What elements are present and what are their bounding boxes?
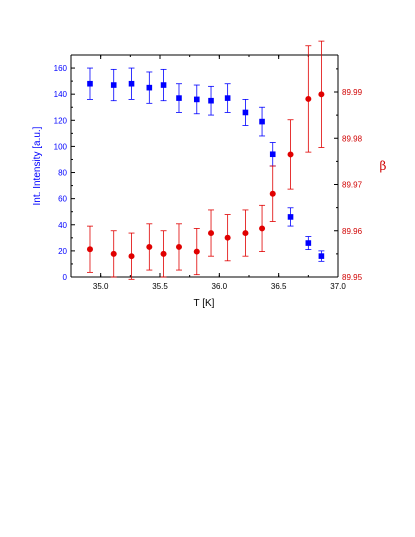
series-beta	[86, 40, 325, 280]
beta-point	[193, 248, 200, 255]
intensity-point	[146, 84, 153, 91]
x-tick-label: 37.0	[330, 282, 346, 291]
intensity-point	[110, 82, 117, 88]
beta-point	[224, 234, 231, 241]
intensity-point	[128, 80, 135, 87]
beta-point	[259, 225, 266, 232]
y-right-tick-label: 89.95	[342, 273, 363, 282]
intensity-point	[208, 97, 214, 104]
y-left-tick-label: 0	[63, 273, 68, 282]
intensity-point	[176, 95, 182, 101]
y-left-tick-label: 20	[58, 247, 67, 256]
intensity-point	[318, 253, 325, 259]
x-tick-label: 36.5	[271, 282, 287, 291]
beta-point	[128, 253, 135, 260]
y-left-tick-label: 140	[54, 90, 68, 99]
y-left-tick-label: 60	[58, 195, 67, 204]
intensity-point	[224, 95, 231, 101]
intensity-point	[193, 96, 200, 103]
beta-point	[208, 230, 215, 237]
y-right-tick-label: 89.96	[342, 227, 363, 236]
intensity-point	[269, 151, 276, 158]
beta-point	[269, 190, 276, 197]
intensity-point	[242, 109, 249, 116]
y-axis-label-right: β	[380, 159, 387, 173]
y-right-tick-label: 89.97	[342, 181, 363, 190]
y-left-tick-label: 80	[58, 169, 67, 178]
y-right-tick-label: 89.99	[342, 88, 363, 97]
intensity-point	[160, 82, 167, 88]
x-tick-label: 36.0	[212, 282, 228, 291]
x-tick-label: 35.5	[152, 282, 168, 291]
y-left-tick-label: 40	[58, 221, 67, 230]
intensity-point	[259, 118, 265, 125]
y-axis-label-left: Int. Intensity [a.u.]	[32, 126, 43, 205]
x-axis-label: T [K]	[194, 298, 215, 309]
intensity-point	[87, 80, 93, 87]
y-right-tick-label: 89.98	[342, 134, 363, 143]
beta-point	[110, 250, 117, 257]
beta-point	[146, 243, 153, 250]
beta-point	[160, 250, 167, 257]
beta-point	[175, 243, 182, 250]
beta-point	[287, 151, 294, 158]
series-intensity	[86, 67, 325, 262]
x-tick-label: 35.0	[93, 282, 109, 291]
intensity-point	[305, 240, 312, 246]
y-left-tick-label: 100	[54, 142, 68, 151]
y-left-tick-label: 160	[54, 64, 68, 73]
beta-point	[305, 95, 312, 102]
intensity-point	[287, 214, 294, 220]
ticks: 35.0 35.5 36.0 36.5 37.0 0 20 40 60 80 100 120 140 16…	[54, 54, 363, 291]
beta-point	[86, 246, 93, 253]
beta-point	[318, 91, 325, 98]
y-left-tick-label: 120	[54, 116, 68, 125]
beta-point	[242, 230, 249, 237]
